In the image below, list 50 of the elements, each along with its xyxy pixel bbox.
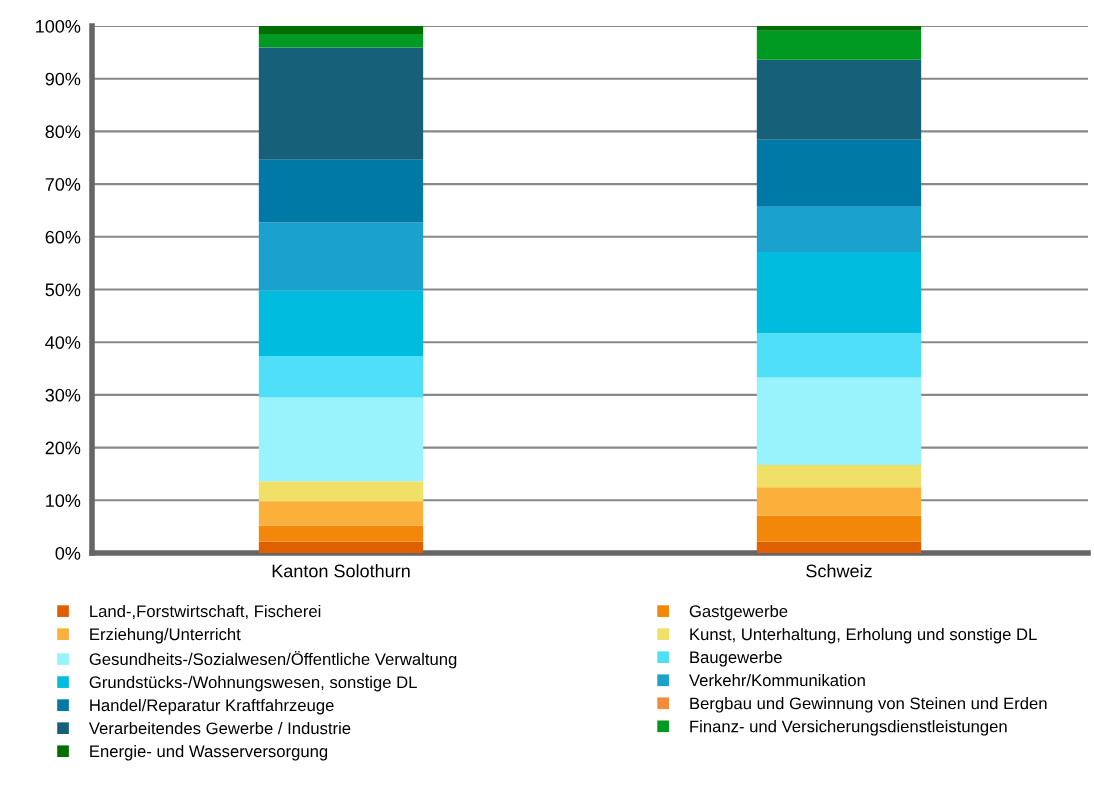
legend-label: Finanz- und Versicherungsdienstleistungen	[690, 720, 1007, 736]
legend-label: Verkehr/Kommunikation	[689, 674, 865, 687]
y-tick-label: 100%	[36, 19, 81, 33]
bar	[756, 377, 922, 465]
y-tick-label: 20%	[45, 441, 81, 455]
y-tick-label: 50%	[45, 283, 81, 297]
bar	[258, 222, 424, 291]
bar	[258, 397, 424, 482]
bar	[258, 26, 424, 34]
bar	[258, 355, 424, 398]
bar	[258, 159, 424, 223]
legend-label: Kunst, Unterhaltung, Erholung und sonstige DL	[690, 627, 1037, 644]
legend-label: Land-,Forstwirtschaft, Fischerei	[90, 604, 321, 620]
y-tick-label: 70%	[45, 178, 81, 191]
bar	[756, 206, 922, 253]
legend-label: Gesundheits-/Sozialwesen/Öffentliche Verwaltung	[89, 650, 457, 669]
bar	[756, 541, 922, 553]
bar	[756, 333, 922, 378]
y-tick-label: 80%	[45, 125, 81, 139]
bar	[258, 481, 424, 502]
bar	[258, 290, 424, 356]
legend-label: Grundstücks-/Wohnungswesen, sonstige DL	[89, 675, 417, 692]
bar	[756, 139, 922, 207]
bar	[756, 464, 922, 488]
legend-label: Gastgewerbe	[689, 604, 788, 621]
legend-label: Baugewerbe	[690, 650, 782, 667]
bar	[258, 525, 424, 542]
legend-label: Verarbeitendes Gewerbe / Industrie	[88, 721, 351, 735]
bar	[756, 59, 922, 140]
bar	[756, 252, 922, 334]
y-tick-label: 40%	[45, 336, 81, 349]
bar	[258, 501, 424, 526]
y-tick-label: 0%	[55, 546, 81, 560]
bar	[756, 487, 922, 516]
bar	[258, 33, 424, 48]
bar	[258, 47, 424, 160]
x-tick-label: Schweiz	[806, 564, 872, 578]
bar	[258, 541, 424, 553]
legend-label: Erziehung/Unterricht	[90, 627, 241, 644]
y-tick-label: 90%	[45, 72, 81, 86]
y-tick-label: 10%	[46, 494, 81, 508]
legend-label: Handel/Reparatur Kraftfahrzeuge	[90, 698, 334, 715]
y-tick-label: 30%	[45, 388, 81, 402]
legend-label: Energie- und Wasserversorgung	[90, 744, 328, 761]
bar	[756, 26, 922, 31]
y-tick-label: 60%	[45, 230, 81, 244]
x-tick-label: Kanton Solothurn	[272, 564, 410, 578]
bar	[756, 30, 922, 60]
bar	[756, 515, 922, 542]
legend-label: Bergbau und Gewinnung von Steinen und Erden	[690, 697, 1047, 713]
